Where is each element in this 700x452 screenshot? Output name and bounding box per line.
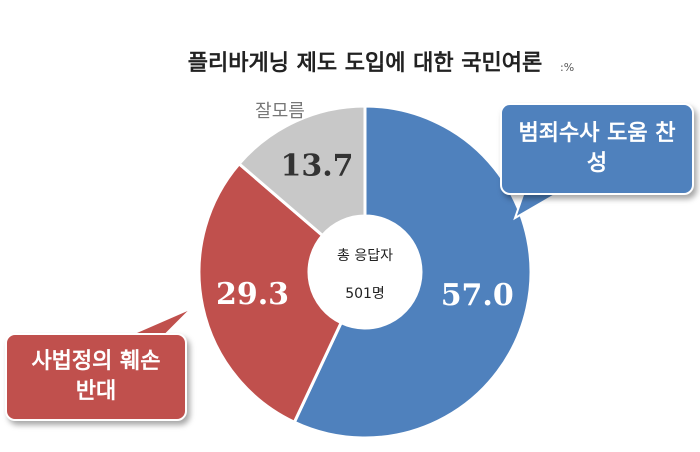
center-value: 501명 [345, 286, 385, 302]
callout-pointer [129, 307, 193, 336]
category-callout: 범죄수사 도움 찬성 [500, 103, 694, 195]
donut-slice [292, 104, 533, 440]
value-label: 13.7 [280, 148, 353, 183]
donut-slice [197, 161, 344, 425]
value-label: 29.3 [216, 277, 289, 312]
unit-label: :% [560, 61, 574, 74]
chart-title: 플리바게닝 제도 도입에 대한 국민여론 [188, 51, 542, 76]
center-label: 총 응답자 [337, 248, 393, 264]
category-label: 잘모름 [255, 101, 305, 122]
value-label: 57.0 [441, 278, 514, 313]
category-callout: 사법정의 훼손 반대 [5, 333, 187, 421]
donut-hole [311, 218, 419, 326]
donut-slice [236, 104, 367, 238]
